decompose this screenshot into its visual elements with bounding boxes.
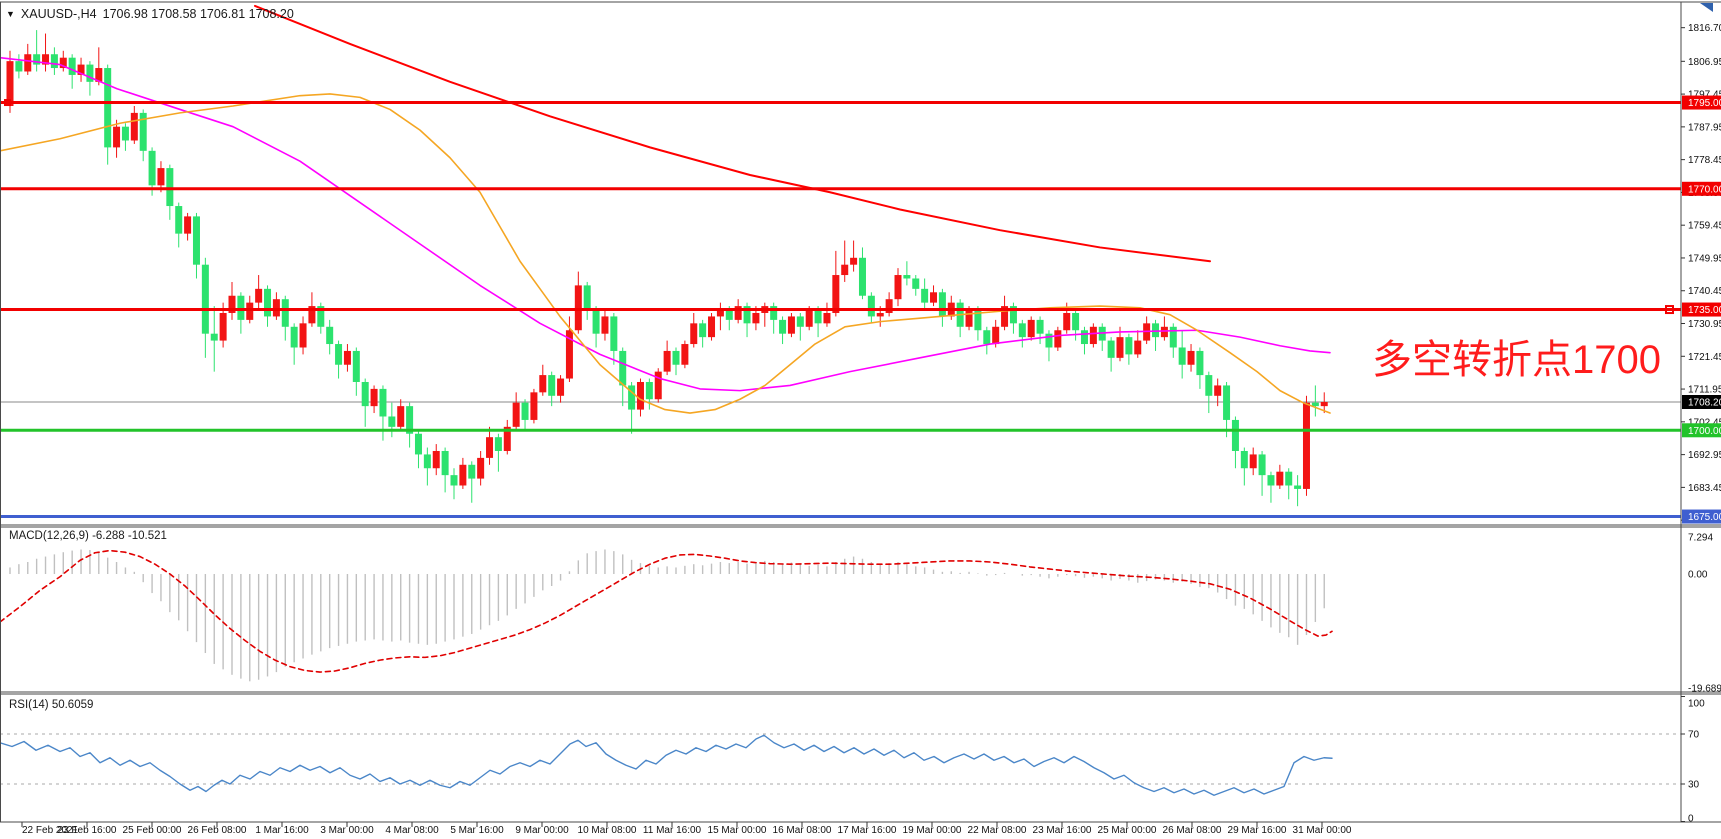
svg-text:1740.45: 1740.45 bbox=[1688, 286, 1721, 297]
svg-text:1702.45: 1702.45 bbox=[1688, 417, 1721, 428]
svg-text:16 Mar 08:00: 16 Mar 08:00 bbox=[773, 825, 832, 836]
svg-text:-19.689: -19.689 bbox=[1688, 684, 1721, 695]
chart-title: ▼ XAUUSD-,H4 1706.98 1708.58 1706.81 170… bbox=[6, 7, 294, 21]
ohlc-values: 1706.98 1708.58 1706.81 1708.20 bbox=[102, 7, 294, 21]
svg-text:23 Mar 16:00: 23 Mar 16:00 bbox=[1033, 825, 1092, 836]
svg-text:1721.45: 1721.45 bbox=[1688, 352, 1721, 363]
svg-text:31 Mar 00:00: 31 Mar 00:00 bbox=[1293, 825, 1352, 836]
svg-text:0.00: 0.00 bbox=[1688, 570, 1708, 581]
macd-indicator-label: MACD(12,26,9) -6.288 -10.521 bbox=[9, 530, 167, 542]
svg-text:9 Mar 00:00: 9 Mar 00:00 bbox=[515, 825, 569, 836]
svg-text:1708.20: 1708.20 bbox=[1688, 398, 1721, 409]
symbol-label: XAUUSD-,H4 bbox=[20, 7, 97, 21]
rsi-axis: 100 70 30 0 bbox=[1681, 696, 1705, 825]
horizontal-lines bbox=[0, 99, 1681, 519]
rsi-level-lines bbox=[0, 733, 1681, 785]
svg-text:19 Mar 00:00: 19 Mar 00:00 bbox=[903, 825, 962, 836]
svg-text:1683.45: 1683.45 bbox=[1688, 483, 1721, 494]
ma-red-line bbox=[254, 4, 1211, 263]
svg-text:1759.45: 1759.45 bbox=[1688, 221, 1721, 232]
svg-text:30: 30 bbox=[1688, 780, 1700, 791]
svg-text:26 Feb 08:00: 26 Feb 08:00 bbox=[188, 825, 247, 836]
svg-text:1711.95: 1711.95 bbox=[1688, 385, 1721, 396]
svg-text:100: 100 bbox=[1688, 699, 1705, 710]
svg-text:70: 70 bbox=[1688, 730, 1700, 741]
svg-text:22 Mar 08:00: 22 Mar 08:00 bbox=[968, 825, 1027, 836]
svg-text:5 Mar 16:00: 5 Mar 16:00 bbox=[450, 825, 504, 836]
svg-text:1735.00: 1735.00 bbox=[1688, 305, 1721, 316]
svg-text:29 Mar 16:00: 29 Mar 16:00 bbox=[1228, 825, 1287, 836]
svg-text:1675.00: 1675.00 bbox=[1688, 512, 1721, 523]
candles-layer bbox=[6, 30, 1328, 507]
svg-text:1795.00: 1795.00 bbox=[1688, 98, 1721, 109]
svg-text:25 Feb 00:00: 25 Feb 00:00 bbox=[123, 825, 182, 836]
svg-text:1816.70: 1816.70 bbox=[1688, 23, 1721, 34]
svg-text:1749.95: 1749.95 bbox=[1688, 253, 1721, 264]
svg-text:1 Mar 16:00: 1 Mar 16:00 bbox=[255, 825, 309, 836]
svg-text:4 Mar 08:00: 4 Mar 08:00 bbox=[385, 825, 439, 836]
svg-text:17 Mar 16:00: 17 Mar 16:00 bbox=[838, 825, 897, 836]
svg-text:22 Feb 2021: 22 Feb 2021 bbox=[22, 825, 79, 836]
svg-text:1730.95: 1730.95 bbox=[1688, 319, 1721, 330]
macd-axis: 7.294 0.00 -19.689 bbox=[1688, 533, 1721, 695]
panel-borders bbox=[0, 1, 1721, 823]
rsi-indicator-label: RSI(14) 50.6059 bbox=[9, 699, 94, 711]
svg-text:26 Mar 08:00: 26 Mar 08:00 bbox=[1163, 825, 1222, 836]
svg-text:1770.00: 1770.00 bbox=[1688, 184, 1721, 195]
svg-text:1778.45: 1778.45 bbox=[1688, 155, 1721, 166]
rsi-layer bbox=[0, 734, 1333, 796]
svg-text:23 Feb 16:00: 23 Feb 16:00 bbox=[58, 825, 117, 836]
annotation-text: 多空转折点1700 bbox=[1372, 338, 1661, 382]
symbol-dropdown-icon[interactable]: ▼ bbox=[6, 9, 15, 19]
svg-text:11 Mar 16:00: 11 Mar 16:00 bbox=[643, 825, 702, 836]
svg-text:15 Mar 00:00: 15 Mar 00:00 bbox=[708, 825, 767, 836]
svg-text:1787.95: 1787.95 bbox=[1688, 122, 1721, 133]
svg-text:7.294: 7.294 bbox=[1688, 533, 1713, 544]
macd-layer bbox=[0, 549, 1333, 682]
svg-text:25 Mar 00:00: 25 Mar 00:00 bbox=[1098, 825, 1157, 836]
svg-text:1806.95: 1806.95 bbox=[1688, 57, 1721, 68]
price-axis: 1816.701806.951797.451787.951778.451768.… bbox=[1681, 23, 1721, 527]
svg-text:0: 0 bbox=[1688, 814, 1694, 825]
svg-text:1692.95: 1692.95 bbox=[1688, 450, 1721, 461]
svg-text:1797.45: 1797.45 bbox=[1688, 90, 1721, 101]
svg-text:1700.00: 1700.00 bbox=[1688, 426, 1721, 437]
svg-text:10 Mar 08:00: 10 Mar 08:00 bbox=[578, 825, 637, 836]
scroll-to-end-icon[interactable] bbox=[1700, 3, 1713, 12]
svg-text:3 Mar 00:00: 3 Mar 00:00 bbox=[320, 825, 374, 836]
